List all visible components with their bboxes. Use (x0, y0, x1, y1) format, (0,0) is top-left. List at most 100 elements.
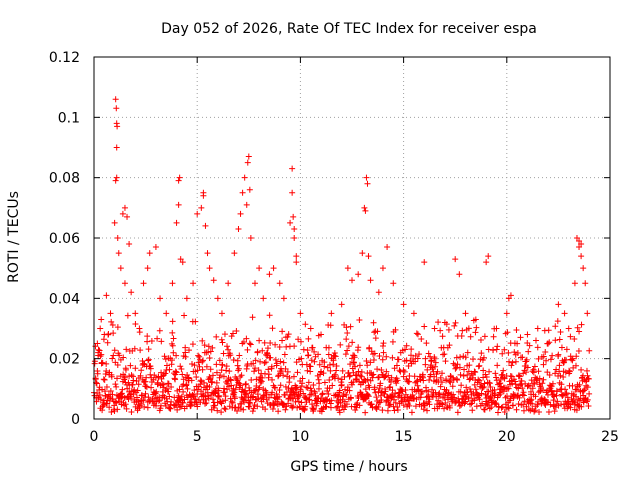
data-point (511, 349, 518, 356)
data-point (280, 295, 287, 302)
data-point (108, 409, 115, 416)
data-point (226, 368, 233, 375)
data-point (486, 405, 493, 412)
data-point (351, 354, 358, 361)
data-point (246, 399, 253, 406)
data-point (97, 396, 104, 403)
data-point (104, 339, 111, 346)
data-point (206, 384, 213, 391)
data-point (312, 390, 319, 397)
data-point (122, 366, 129, 373)
data-point (365, 253, 372, 260)
data-point (285, 331, 292, 338)
data-point (414, 331, 421, 338)
data-point (356, 402, 363, 409)
data-point (364, 376, 371, 383)
data-point (333, 363, 340, 370)
data-point (420, 377, 427, 384)
data-point (234, 407, 241, 414)
data-point (375, 403, 382, 410)
data-point (533, 376, 540, 383)
data-point (289, 386, 296, 393)
data-point (401, 368, 408, 375)
data-point (399, 388, 406, 395)
data-point (290, 213, 297, 220)
data-point (586, 390, 593, 397)
data-point (513, 327, 520, 334)
data-point (343, 391, 350, 398)
data-point (242, 381, 249, 388)
data-point (198, 204, 205, 211)
data-point (163, 310, 170, 317)
data-point (128, 408, 135, 415)
data-point (292, 385, 299, 392)
data-point (432, 359, 439, 366)
data-point (368, 348, 375, 355)
data-point (465, 325, 472, 332)
data-point (584, 310, 591, 317)
data-point (364, 362, 371, 369)
data-point (472, 369, 479, 376)
data-point (414, 382, 421, 389)
data-point (341, 373, 348, 380)
data-point (359, 250, 366, 257)
data-point (540, 386, 547, 393)
data-point (297, 310, 304, 317)
data-point (121, 394, 128, 401)
data-point (98, 316, 105, 323)
data-point (449, 383, 456, 390)
data-point (273, 391, 280, 398)
data-point (113, 399, 120, 406)
data-point (213, 361, 220, 368)
data-point (552, 337, 559, 344)
data-point (169, 342, 176, 349)
data-point (261, 339, 268, 346)
data-point (564, 394, 571, 401)
data-point (580, 265, 587, 272)
data-point (346, 373, 353, 380)
data-point (381, 374, 388, 381)
data-point (490, 347, 497, 354)
data-point (173, 352, 180, 359)
data-point (305, 335, 312, 342)
data-point (290, 373, 297, 380)
data-point (276, 280, 283, 287)
data-point (408, 409, 415, 416)
data-point (520, 407, 527, 414)
data-point (456, 364, 463, 371)
data-point (327, 367, 334, 374)
data-point (216, 374, 223, 381)
data-point (246, 340, 253, 347)
data-point (368, 401, 375, 408)
data-point (206, 265, 213, 272)
data-point (389, 387, 396, 394)
data-point (319, 391, 326, 398)
data-point (534, 344, 541, 351)
data-point (366, 384, 373, 391)
data-point (524, 331, 531, 338)
data-point (183, 295, 190, 302)
data-point (263, 396, 270, 403)
data-point (534, 401, 541, 408)
data-point (191, 387, 198, 394)
data-point (516, 394, 523, 401)
data-point (247, 341, 254, 348)
data-point (299, 375, 306, 382)
data-point (561, 310, 568, 317)
data-point (540, 376, 547, 383)
data-point (110, 352, 117, 359)
data-point (173, 369, 180, 376)
data-point (428, 358, 435, 365)
data-point (238, 372, 245, 379)
data-point (514, 350, 521, 357)
data-point (110, 330, 117, 337)
data-point (223, 363, 230, 370)
data-point (506, 358, 513, 365)
data-point (492, 370, 499, 377)
data-point (515, 401, 522, 408)
data-point (236, 352, 243, 359)
data-point (320, 370, 327, 377)
data-point (169, 318, 176, 325)
data-point (199, 366, 206, 373)
data-point (123, 346, 130, 353)
